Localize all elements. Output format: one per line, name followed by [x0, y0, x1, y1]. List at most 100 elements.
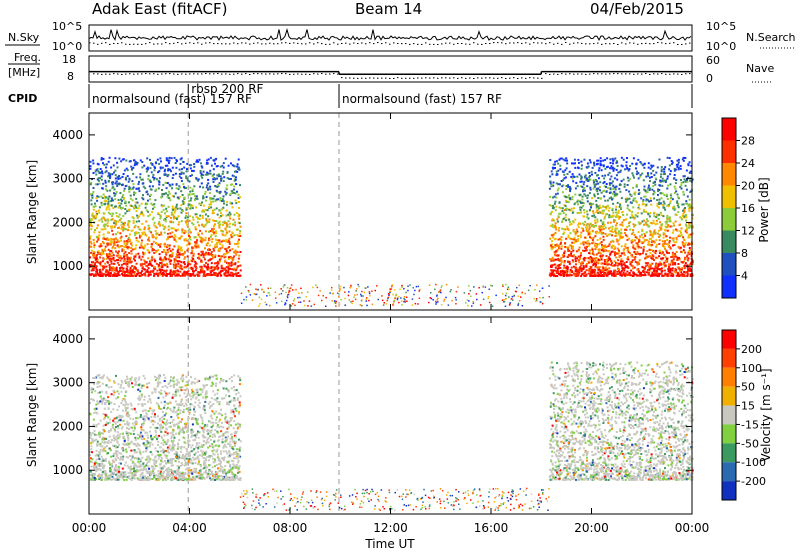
data-point — [195, 213, 198, 216]
data-point — [122, 248, 125, 251]
data-point — [600, 228, 603, 231]
data-point — [604, 174, 607, 177]
data-point — [165, 273, 168, 275]
data-point — [594, 265, 597, 268]
data-point — [95, 214, 98, 217]
data-point — [690, 261, 693, 264]
data-point — [588, 224, 591, 227]
data-point — [564, 228, 567, 231]
cpid-label: CPID — [8, 92, 37, 105]
data-point — [120, 266, 123, 269]
data-point — [213, 271, 216, 274]
data-point — [682, 203, 685, 206]
data-point — [612, 188, 615, 190]
data-point — [189, 215, 191, 218]
data-point — [563, 273, 566, 276]
data-point — [556, 189, 559, 192]
data-point — [208, 192, 211, 194]
data-point — [583, 223, 586, 226]
data-point — [127, 208, 130, 211]
data-point — [194, 269, 197, 272]
data-point — [95, 197, 98, 200]
data-point — [187, 262, 190, 265]
data-point — [594, 231, 597, 234]
data-point — [117, 177, 120, 179]
data-point — [582, 243, 585, 246]
data-point — [571, 241, 574, 244]
data-point — [143, 273, 146, 276]
data-point — [146, 265, 149, 268]
data-point — [685, 188, 688, 191]
data-point — [126, 175, 129, 178]
data-point — [634, 216, 636, 219]
data-point — [186, 219, 189, 221]
data-point — [140, 274, 143, 277]
data-point — [121, 268, 124, 271]
data-point — [634, 256, 637, 259]
nsky-label: N.Sky — [8, 31, 40, 44]
data-point — [112, 258, 115, 261]
data-point — [645, 231, 648, 234]
data-point — [148, 230, 151, 233]
data-point — [171, 273, 173, 276]
data-point — [361, 304, 363, 307]
nave-dot — [665, 73, 667, 75]
data-point — [658, 274, 660, 277]
data-point — [102, 157, 105, 160]
data-point — [92, 191, 95, 193]
data-point — [204, 213, 207, 216]
data-point — [567, 184, 569, 187]
nave-dot — [381, 77, 383, 79]
data-point — [611, 274, 614, 277]
data-point — [635, 162, 638, 165]
nsearch-dot — [405, 43, 407, 45]
data-point — [603, 269, 606, 272]
data-point — [155, 178, 158, 181]
nsearch-dot — [605, 43, 607, 45]
data-point — [298, 301, 300, 303]
data-point — [185, 175, 188, 178]
data-point — [123, 240, 126, 243]
data-point — [164, 212, 166, 215]
data-point — [335, 305, 337, 307]
data-point — [93, 267, 96, 270]
data-point — [227, 164, 230, 167]
data-point — [663, 261, 666, 264]
data-point — [568, 260, 571, 263]
data-point — [682, 190, 685, 193]
data-point — [656, 274, 659, 277]
data-point — [147, 257, 150, 260]
data-point — [665, 249, 668, 252]
data-point — [125, 159, 128, 162]
data-point — [612, 159, 615, 162]
data-point — [571, 271, 574, 274]
data-point — [216, 213, 219, 216]
data-point — [577, 239, 579, 242]
data-point — [141, 231, 144, 234]
data-point — [642, 249, 645, 252]
data-point — [559, 183, 561, 186]
data-point — [659, 234, 662, 237]
data-point — [557, 229, 560, 232]
data-point — [670, 274, 673, 277]
data-point — [177, 245, 180, 248]
data-point — [192, 259, 195, 262]
data-point — [141, 263, 144, 266]
data-point — [200, 165, 203, 168]
data-point — [610, 250, 613, 253]
data-point — [120, 263, 123, 266]
data-point — [595, 232, 598, 235]
data-point — [632, 186, 634, 189]
data-point — [595, 266, 598, 269]
data-point — [183, 232, 186, 235]
data-point — [558, 201, 561, 204]
data-point — [670, 193, 673, 196]
nsearch-dot — [349, 43, 351, 45]
data-point — [487, 297, 489, 300]
data-point — [450, 289, 452, 291]
data-point — [669, 173, 672, 176]
data-point — [585, 226, 587, 229]
data-point — [113, 225, 116, 228]
data-point — [178, 186, 181, 189]
data-point — [134, 224, 137, 227]
